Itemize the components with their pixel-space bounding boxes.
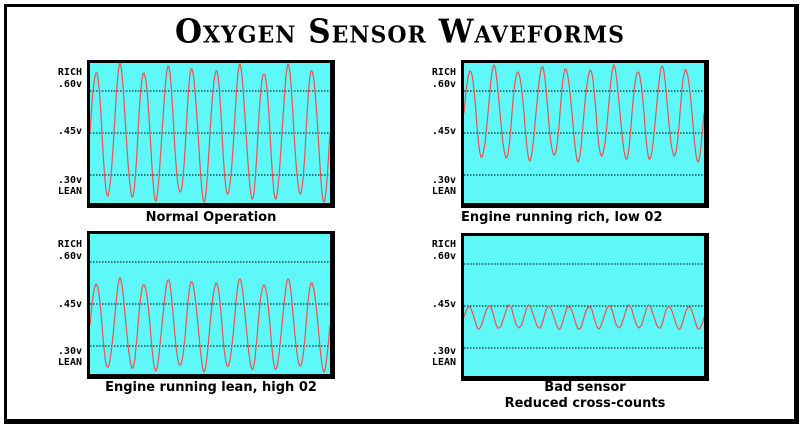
caption-lean: Engine running lean, high 02 <box>105 380 317 395</box>
y-tick-045: .45v <box>431 299 456 310</box>
y-tick-030: .30v <box>57 346 82 357</box>
chart-panel-normal <box>87 60 335 208</box>
caption-bad-sensor-detail: Reduced cross-counts <box>504 396 666 411</box>
chart-panel-lean <box>87 231 335 379</box>
o2-waveform <box>90 63 330 203</box>
page-title: Oxygen Sensor Waveforms <box>174 13 626 51</box>
y-label-lean: LEAN <box>57 186 82 197</box>
y-tick-045: .45v <box>57 299 82 310</box>
o2-waveform <box>464 304 704 330</box>
plot-area <box>87 231 335 379</box>
y-label-lean: LEAN <box>431 186 456 197</box>
y-tick-045: .45v <box>57 126 82 137</box>
plot-area <box>87 60 335 208</box>
caption-rich: Engine running rich, low 02 <box>461 210 663 225</box>
y-tick-045: .45v <box>431 126 456 137</box>
y-tick-030: .30v <box>57 175 82 186</box>
caption-bad-sensor: Bad sensor <box>544 380 626 395</box>
y-tick-060: .60v <box>57 251 82 262</box>
o2-waveform <box>90 276 330 374</box>
y-label-lean: LEAN <box>57 357 82 368</box>
y-tick-030: .30v <box>431 175 456 186</box>
chart-panel-bad-sensor <box>461 233 709 381</box>
plot-area <box>461 60 709 208</box>
y-tick-060: .60v <box>431 251 456 262</box>
y-label-rich: RICH <box>431 67 456 78</box>
y-tick-060: .60v <box>431 79 456 90</box>
y-label-rich: RICH <box>431 239 456 250</box>
chart-panel-rich <box>461 60 709 208</box>
y-label-rich: RICH <box>57 67 82 78</box>
caption-normal: Normal Operation <box>145 210 277 225</box>
y-label-lean: LEAN <box>431 357 456 368</box>
plot-area <box>461 233 709 381</box>
o2-waveform <box>464 63 704 164</box>
y-tick-030: .30v <box>431 346 456 357</box>
y-label-rich: RICH <box>57 239 82 250</box>
y-tick-060: .60v <box>57 79 82 90</box>
